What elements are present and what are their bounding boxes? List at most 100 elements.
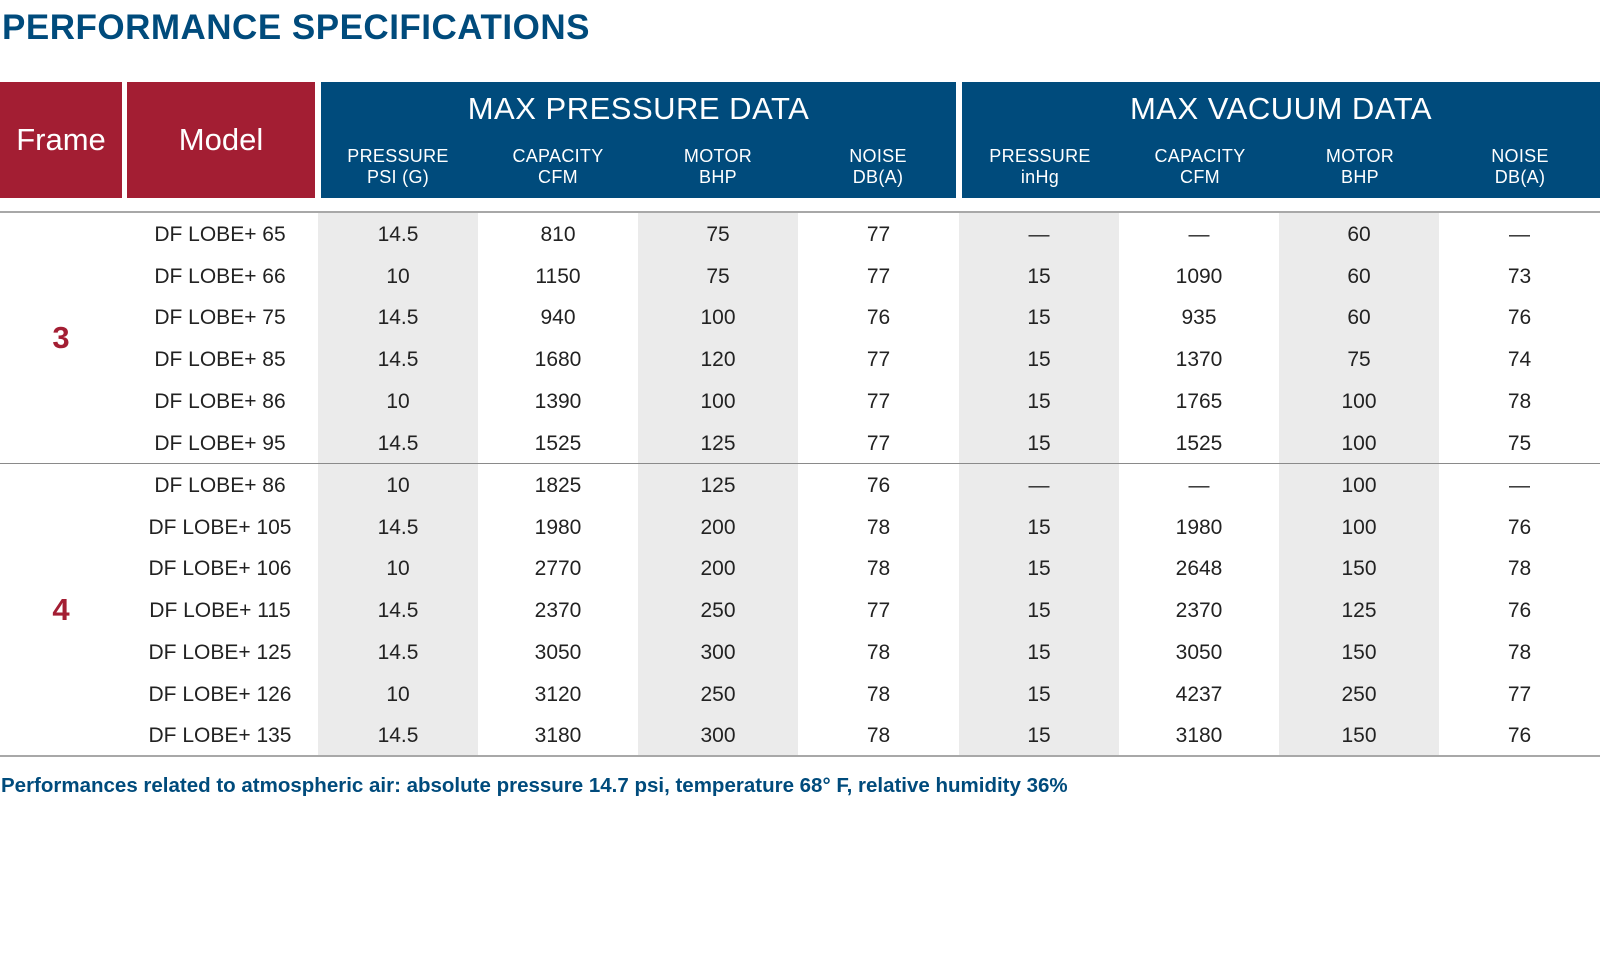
pressure-noise-cell: 77 xyxy=(866,599,891,623)
pressure-motor-cell: 120 xyxy=(700,348,736,372)
model-cell: DF LOBE+ 65 xyxy=(154,223,286,246)
pressure-capacity-cell: 2370 xyxy=(534,599,582,623)
model-cell: DF LOBE+ 66 xyxy=(154,264,286,288)
vacuum-noise-cell: 76 xyxy=(1507,515,1532,539)
vacuum-inhg-cell: 15 xyxy=(1027,348,1051,372)
pressure-motor-subheader: MOTOR BHP xyxy=(683,146,753,187)
pressure-psi-cell: 14.5 xyxy=(377,431,419,455)
pressure-psi-cell: 10 xyxy=(386,682,410,706)
shaded-column-pressure-motor xyxy=(638,213,798,755)
vacuum-noise-cell: — xyxy=(1509,474,1530,497)
model-cell: DF LOBE+ 115 xyxy=(149,599,291,623)
table-row: DF LOBE+ 66 10 1150 75 77 15 1090 60 73 xyxy=(0,256,1600,298)
frame-divider-rule xyxy=(0,463,1600,464)
model-cell: DF LOBE+ 106 xyxy=(148,557,292,581)
page-title: PERFORMANCE SPECIFICATIONS xyxy=(2,8,590,47)
vacuum-noise-cell: 78 xyxy=(1507,557,1532,581)
model-cell: DF LOBE+ 75 xyxy=(154,306,286,330)
vacuum-capacity-subheader: CAPACITY CFM xyxy=(1154,146,1246,187)
vacuum-inhg-cell: 15 xyxy=(1027,724,1051,748)
vacuum-motor-cell: 100 xyxy=(1341,389,1377,413)
vacuum-noise-cell: 76 xyxy=(1507,599,1532,623)
pressure-psi-cell: 10 xyxy=(386,557,410,581)
frame-label-4: 4 xyxy=(52,592,70,627)
pressure-capacity-cell: 1390 xyxy=(534,389,582,413)
pressure-capacity-cell: 940 xyxy=(540,306,576,330)
pressure-psi-cell: 14.5 xyxy=(377,223,419,246)
pressure-motor-cell: 250 xyxy=(700,599,736,623)
model-column-header: Model xyxy=(127,82,315,198)
vacuum-capacity-cell: 4237 xyxy=(1175,682,1223,706)
pressure-capacity-cell: 3180 xyxy=(534,724,582,748)
pressure-capacity-cell: 1525 xyxy=(534,431,582,455)
table-row: DF LOBE+ 86 10 1390 100 77 15 1765 100 78 xyxy=(0,381,1600,423)
vacuum-capacity-cell: 1980 xyxy=(1175,515,1223,539)
pressure-psi-cell: 14.5 xyxy=(377,640,419,664)
vacuum-capacity-cell: 1370 xyxy=(1175,348,1223,372)
pressure-psi-cell: 10 xyxy=(386,389,410,413)
pressure-noise-cell: 77 xyxy=(866,431,891,455)
pressure-noise-cell: 78 xyxy=(866,557,891,581)
vacuum-motor-cell: 125 xyxy=(1341,599,1377,623)
pressure-capacity-cell: 1980 xyxy=(534,515,582,539)
pressure-noise-cell: 76 xyxy=(866,474,891,497)
table-top-rule xyxy=(0,211,1600,213)
pressure-motor-cell: 200 xyxy=(700,557,736,581)
vacuum-noise-cell: 78 xyxy=(1507,389,1532,413)
vacuum-inhg-cell: — xyxy=(1028,474,1050,497)
vacuum-capacity-cell: 2648 xyxy=(1175,557,1223,581)
vacuum-capacity-cell: 3050 xyxy=(1175,640,1223,664)
vacuum-inhg-cell: 15 xyxy=(1027,389,1051,413)
frame-column-header: Frame xyxy=(0,82,122,198)
vacuum-inhg-cell: 15 xyxy=(1027,599,1051,623)
pressure-noise-cell: 78 xyxy=(866,515,891,539)
vacuum-inhg-cell: 15 xyxy=(1027,264,1051,288)
shaded-column-vacuum-motor xyxy=(1279,213,1439,755)
model-cell: DF LOBE+ 86 xyxy=(154,474,286,497)
pressure-noise-cell: 76 xyxy=(866,306,891,330)
vacuum-noise-cell: 78 xyxy=(1507,640,1532,664)
table-row: DF LOBE+ 75 14.5 940 100 76 15 935 60 76 xyxy=(0,297,1600,339)
max-vacuum-title: MAX VACUUM DATA xyxy=(1129,91,1432,126)
frame-header-label: Frame xyxy=(16,122,106,157)
footnote: Performances related to atmospheric air:… xyxy=(1,774,1068,797)
vacuum-inhg-cell: — xyxy=(1028,223,1050,246)
pressure-motor-cell: 300 xyxy=(700,640,736,664)
vacuum-inhg-cell: 15 xyxy=(1027,306,1051,330)
vacuum-capacity-cell: 1765 xyxy=(1175,389,1223,413)
pressure-psi-cell: 14.5 xyxy=(377,599,419,623)
table-row: DF LOBE+ 106 10 2770 200 78 15 2648 150 78 xyxy=(0,548,1600,590)
pressure-motor-cell: 75 xyxy=(706,264,730,288)
model-cell: DF LOBE+ 125 xyxy=(148,640,292,664)
table-row: DF LOBE+ 86 10 1825 125 76 — — 100 — xyxy=(0,465,1600,507)
max-pressure-header: MAX PRESSURE DATA PRESSURE PSI (G) CAPAC… xyxy=(321,82,956,198)
pressure-motor-cell: 300 xyxy=(700,724,736,748)
vacuum-motor-cell: 100 xyxy=(1341,474,1377,497)
vacuum-capacity-cell: 3180 xyxy=(1175,724,1223,748)
vacuum-motor-cell: 150 xyxy=(1341,557,1377,581)
vacuum-noise-subheader: NOISE DB(A) xyxy=(1491,146,1549,187)
pressure-psi-cell: 10 xyxy=(386,264,410,288)
shaded-column-vacuum-inhg xyxy=(959,213,1119,755)
pressure-motor-cell: 75 xyxy=(706,223,730,246)
model-cell: DF LOBE+ 105 xyxy=(148,515,292,539)
pressure-noise-cell: 77 xyxy=(866,264,891,288)
pressure-motor-cell: 100 xyxy=(700,389,736,413)
pressure-noise-cell: 78 xyxy=(866,724,891,748)
vacuum-noise-cell: — xyxy=(1509,223,1530,246)
pressure-motor-cell: 125 xyxy=(700,431,736,455)
pressure-noise-cell: 77 xyxy=(866,389,891,413)
pressure-psi-cell: 14.5 xyxy=(377,306,419,330)
table-row: DF LOBE+ 125 14.5 3050 300 78 15 3050 150 78 xyxy=(0,632,1600,674)
pressure-capacity-cell: 1825 xyxy=(534,474,582,497)
vacuum-motor-cell: 150 xyxy=(1341,640,1377,664)
vacuum-noise-cell: 75 xyxy=(1507,431,1532,455)
pressure-psi-cell: 10 xyxy=(386,474,410,497)
pressure-capacity-cell: 1150 xyxy=(535,264,581,288)
model-cell: DF LOBE+ 86 xyxy=(154,389,286,413)
pressure-psi-cell: 14.5 xyxy=(377,515,419,539)
vacuum-noise-cell: 76 xyxy=(1507,724,1532,748)
vacuum-motor-cell: 60 xyxy=(1347,306,1371,330)
pressure-motor-cell: 250 xyxy=(700,682,736,706)
frame-label-3: 3 xyxy=(52,320,70,355)
